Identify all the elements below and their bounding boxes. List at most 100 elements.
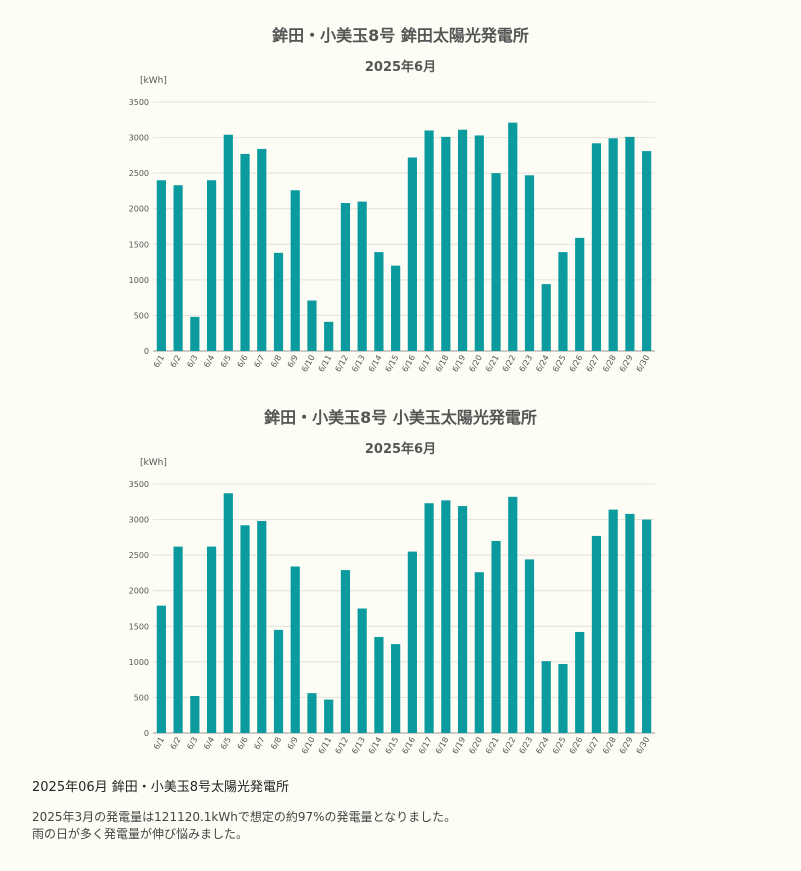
x-tick-label: 6/29 <box>618 354 635 374</box>
y-tick-label: 2000 <box>129 205 149 214</box>
x-tick-label: 6/29 <box>618 736 635 756</box>
x-tick-label: 6/17 <box>417 736 434 756</box>
x-tick-label: 6/10 <box>300 354 317 374</box>
bar <box>206 180 217 351</box>
bar <box>608 509 618 733</box>
y-tick-label: 2500 <box>129 551 149 560</box>
x-tick-label: 6/5 <box>219 354 233 370</box>
bar <box>575 631 585 733</box>
bar <box>240 525 250 733</box>
y-axis-unit: [kWh] <box>140 458 167 468</box>
x-tick-label: 6/21 <box>484 736 501 756</box>
bar <box>508 122 518 351</box>
bar <box>642 519 652 733</box>
chart-title: 鉾田・小美玉8号 小美玉太陽光発電所 <box>264 408 537 427</box>
bar-plot: 0 500 1000 1500 2000 2500 3000 3500 6/1 6/2 6/3 6/4… <box>129 480 655 756</box>
x-tick-label: 6/1 <box>152 736 166 752</box>
bar <box>407 157 417 351</box>
y-tick-label: 500 <box>134 311 149 320</box>
chart-subtitle: 2025年6月 <box>364 60 437 75</box>
x-tick-label: 6/24 <box>534 354 551 374</box>
x-tick-label: 6/4 <box>202 736 216 752</box>
bar <box>223 134 233 351</box>
bar <box>424 503 434 733</box>
bar <box>273 252 284 351</box>
x-tick-label: 6/22 <box>501 354 518 374</box>
y-tick-label: 3500 <box>129 98 149 107</box>
bar <box>625 513 635 733</box>
x-tick-label: 6/17 <box>417 354 434 374</box>
chart-title: 鉾田・小美玉8号 鉾田太陽光発電所 <box>272 26 529 45</box>
y-tick-label: 1000 <box>129 658 149 667</box>
report-line-2: 雨の日が多く発電量が伸び悩みました。 <box>32 827 249 841</box>
bar <box>524 559 535 733</box>
bar <box>173 185 183 351</box>
bar <box>591 143 602 351</box>
bar <box>374 636 384 733</box>
bar-plot: 0 500 1000 1500 2000 2500 3000 3500 6/1 6/2 6/3 6/4… <box>129 98 655 374</box>
bar <box>374 252 384 351</box>
x-tick-label: 6/7 <box>252 354 266 370</box>
x-tick-label: 6/3 <box>185 354 199 370</box>
x-tick-label: 6/9 <box>286 736 300 752</box>
x-tick-label: 6/1 <box>152 354 166 370</box>
bar <box>508 496 518 733</box>
x-tick-label: 6/27 <box>584 736 601 756</box>
x-tick-label: 6/6 <box>236 736 250 752</box>
chart-hokota: 鉾田・小美玉8号 鉾田太陽光発電所 2025年6月 [kWh] 0 500 1000… <box>0 18 801 390</box>
y-axis-unit: [kWh] <box>140 76 167 86</box>
bar <box>642 151 652 351</box>
bar <box>324 321 334 351</box>
x-tick-label: 6/5 <box>219 736 233 752</box>
x-tick-label: 6/30 <box>635 736 652 756</box>
y-tick-label: 3500 <box>129 480 149 489</box>
chart-subtitle: 2025年6月 <box>364 442 437 457</box>
bar <box>240 153 250 351</box>
x-tick-label: 6/16 <box>400 736 417 756</box>
x-tick-label: 6/28 <box>601 736 618 756</box>
x-tick-label: 6/20 <box>467 354 484 374</box>
y-tick-label: 0 <box>144 347 149 356</box>
x-tick-label: 6/14 <box>367 736 384 756</box>
bar <box>357 608 367 733</box>
bar <box>173 546 183 733</box>
x-tick-label: 6/20 <box>467 736 484 756</box>
x-tick-label: 6/14 <box>367 354 384 374</box>
bar <box>307 300 317 351</box>
x-tick-label: 6/9 <box>286 354 300 370</box>
x-tick-label: 6/25 <box>551 354 568 374</box>
bar <box>491 540 501 733</box>
x-tick-label: 6/26 <box>568 354 585 374</box>
report-line-1: 2025年3月の発電量は121120.1kWhで想定の約97%の発電量となりまし… <box>32 810 457 824</box>
bar <box>441 500 451 733</box>
x-tick-label: 6/18 <box>434 736 451 756</box>
x-tick-label: 6/13 <box>350 736 367 756</box>
bar <box>357 201 367 351</box>
chart-omitama: 鉾田・小美玉8号 小美玉太陽光発電所 2025年6月 [kWh] 0 500 100… <box>0 400 801 772</box>
bar <box>206 546 217 733</box>
report-heading: 2025年06月 鉾田・小美玉8号太陽光発電所 <box>32 780 290 795</box>
x-tick-label: 6/3 <box>185 736 199 752</box>
bar <box>541 284 551 351</box>
x-tick-label: 6/24 <box>534 736 551 756</box>
bar <box>474 572 484 733</box>
x-tick-label: 6/25 <box>551 736 568 756</box>
bar <box>190 696 200 733</box>
bar <box>257 520 267 733</box>
bar <box>558 252 568 351</box>
bar <box>608 138 618 351</box>
x-tick-label: 6/12 <box>333 736 350 756</box>
y-tick-label: 0 <box>144 729 149 738</box>
x-tick-label: 6/19 <box>451 736 468 756</box>
x-tick-label: 6/4 <box>202 354 216 370</box>
bar <box>391 265 401 351</box>
x-tick-label: 6/21 <box>484 354 501 374</box>
y-tick-label: 3000 <box>129 134 149 143</box>
x-tick-label: 6/7 <box>252 736 266 752</box>
bar <box>324 699 334 733</box>
bar <box>424 130 434 351</box>
x-tick-label: 6/15 <box>384 736 401 756</box>
y-tick-label: 500 <box>134 693 149 702</box>
x-tick-label: 6/13 <box>350 354 367 374</box>
x-tick-label: 6/16 <box>400 354 417 374</box>
